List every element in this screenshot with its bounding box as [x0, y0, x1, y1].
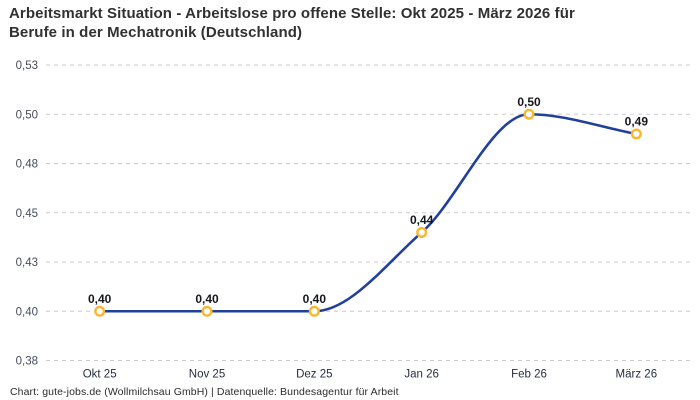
x-axis-tick-label: März 26	[616, 369, 658, 381]
y-axis-tick-label: 0,50	[16, 109, 38, 121]
data-point-label: 0,50	[517, 95, 541, 109]
data-point-label: 0,44	[410, 213, 434, 227]
y-axis-tick-label: 0,38	[16, 356, 38, 368]
x-axis-tick-label: Feb 26	[511, 369, 547, 381]
x-axis-tick-label: Dez 25	[296, 369, 332, 381]
x-axis-tick-label: Nov 25	[189, 369, 225, 381]
chart-title: Arbeitsmarkt Situation - Arbeitslose pro…	[9, 5, 575, 41]
data-point-label: 0,40	[88, 292, 112, 306]
y-axis-tick-label: 0,43	[16, 257, 38, 269]
data-point-marker	[94, 305, 106, 317]
y-axis-tick-label: 0,40	[16, 306, 38, 318]
data-point-marker	[523, 108, 535, 120]
data-point-label: 0,40	[303, 292, 327, 306]
data-point-marker	[308, 305, 320, 317]
data-point-label: 0,40	[195, 292, 219, 306]
data-point-label: 0,49	[625, 114, 649, 128]
chart-source-credit: Chart: gute-jobs.de (Wollmilchsau GmbH) …	[10, 386, 399, 398]
data-point-marker	[201, 305, 213, 317]
y-axis-tick-label: 0,45	[16, 208, 38, 220]
data-point-marker	[630, 128, 642, 140]
y-axis-tick-label: 0,48	[16, 159, 38, 171]
x-axis-tick-label: Okt 25	[83, 369, 117, 381]
y-axis-tick-label: 0,53	[16, 60, 38, 72]
data-point-marker	[416, 226, 428, 238]
x-axis-tick-label: Jan 26	[404, 369, 439, 381]
